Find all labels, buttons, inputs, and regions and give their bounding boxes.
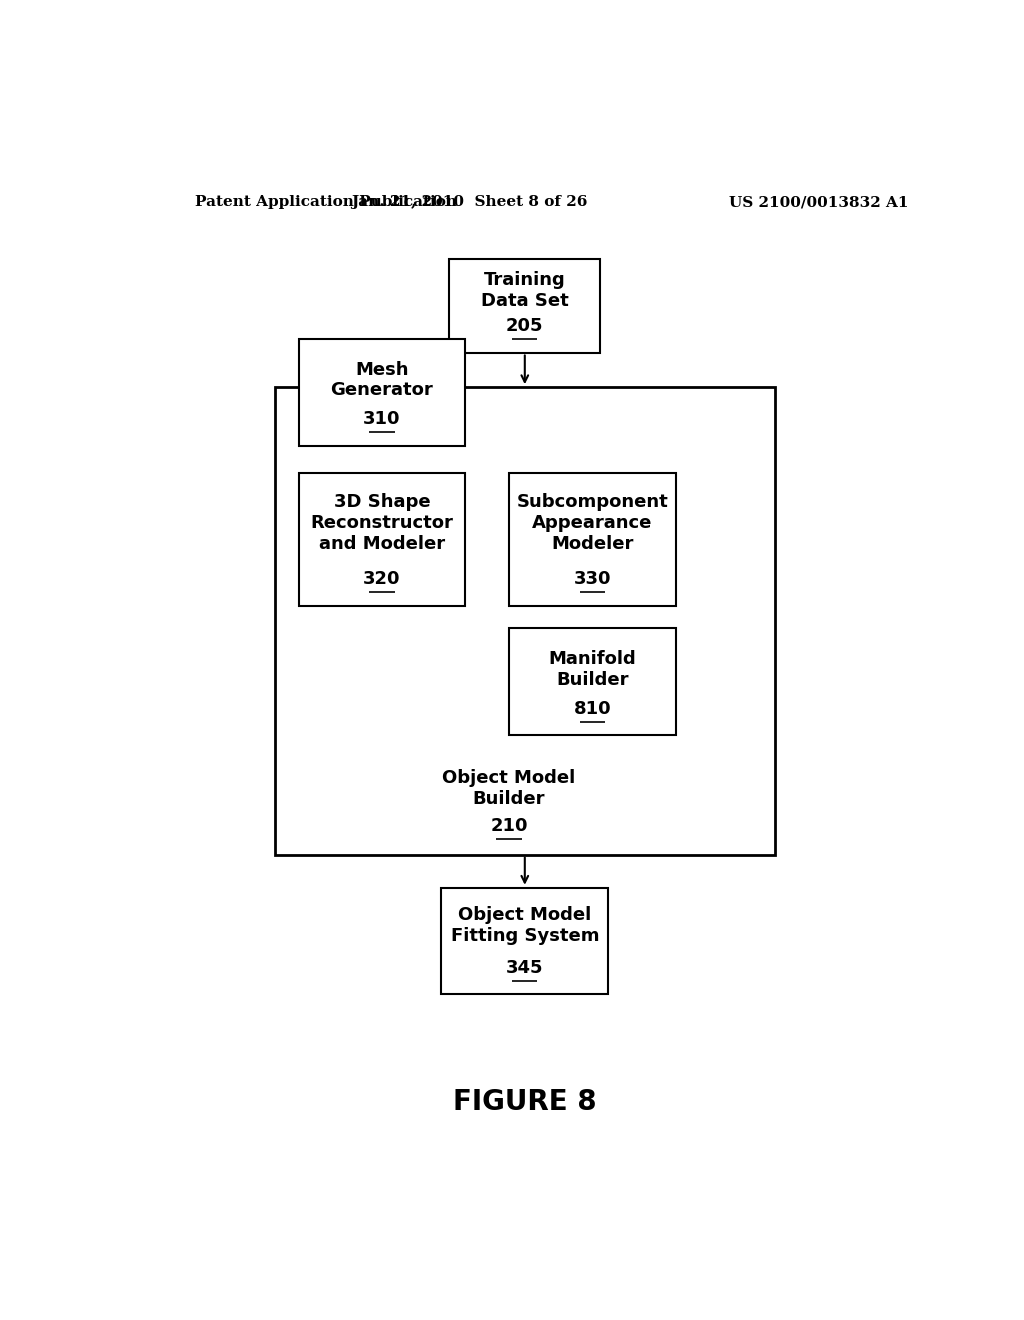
Bar xyxy=(441,887,608,994)
Bar xyxy=(299,339,465,446)
Text: 205: 205 xyxy=(506,317,544,335)
Text: Mesh
Generator: Mesh Generator xyxy=(331,360,433,400)
Bar xyxy=(509,628,676,735)
Text: 310: 310 xyxy=(364,411,400,428)
Text: Subcomponent
Appearance
Modeler: Subcomponent Appearance Modeler xyxy=(516,494,668,553)
Text: 345: 345 xyxy=(506,958,544,977)
Text: FIGURE 8: FIGURE 8 xyxy=(453,1088,597,1115)
Text: Jan. 21, 2010  Sheet 8 of 26: Jan. 21, 2010 Sheet 8 of 26 xyxy=(351,195,588,209)
Bar xyxy=(274,387,775,854)
Text: Manifold
Builder: Manifold Builder xyxy=(549,651,636,689)
Text: 3D Shape
Reconstructor
and Modeler: 3D Shape Reconstructor and Modeler xyxy=(310,494,454,553)
Text: Patent Application Publication: Patent Application Publication xyxy=(196,195,458,209)
Text: Object Model
Builder: Object Model Builder xyxy=(442,770,575,808)
Text: Training
Data Set: Training Data Set xyxy=(481,271,568,310)
Bar xyxy=(509,474,676,606)
Text: 330: 330 xyxy=(573,570,611,589)
Text: 810: 810 xyxy=(573,700,611,718)
Bar xyxy=(299,474,465,606)
Bar xyxy=(450,259,600,352)
Text: 210: 210 xyxy=(490,817,527,836)
Text: US 2100/0013832 A1: US 2100/0013832 A1 xyxy=(729,195,908,209)
Text: 320: 320 xyxy=(364,570,400,589)
Text: Object Model
Fitting System: Object Model Fitting System xyxy=(451,907,599,945)
